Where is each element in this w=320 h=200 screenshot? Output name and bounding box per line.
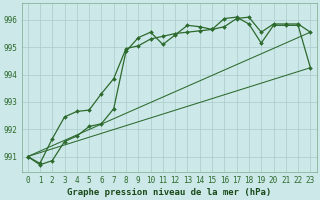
X-axis label: Graphe pression niveau de la mer (hPa): Graphe pression niveau de la mer (hPa): [67, 188, 271, 197]
